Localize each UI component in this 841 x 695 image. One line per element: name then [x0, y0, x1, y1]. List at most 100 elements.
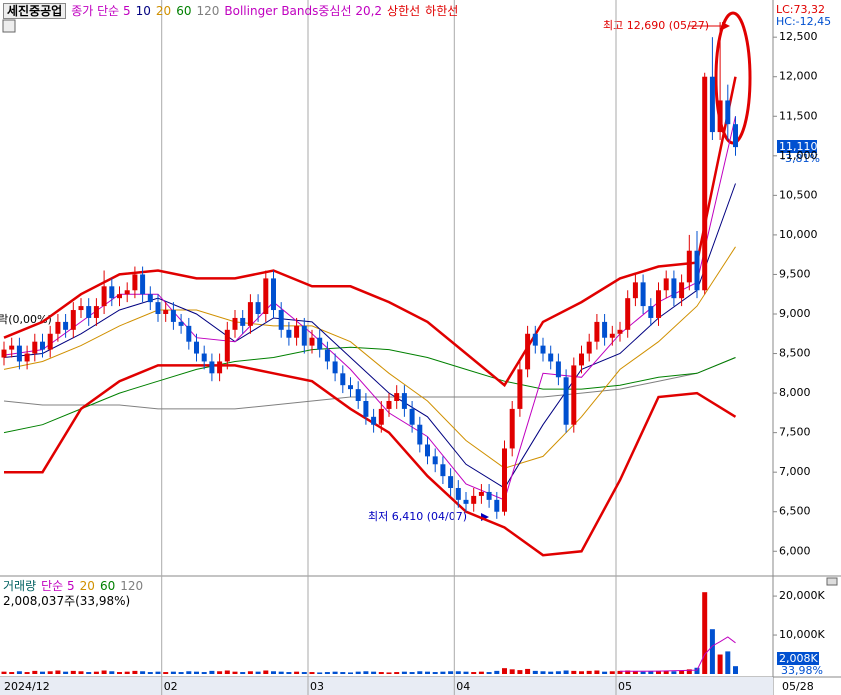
volume-bar — [586, 670, 592, 674]
candle-body — [309, 337, 315, 346]
indicator-line — [4, 364, 737, 557]
candle-body — [86, 306, 92, 318]
candle-body — [571, 365, 577, 425]
candle-body — [401, 393, 407, 409]
volume-bar — [255, 671, 261, 674]
volume-pct: 33,98% — [781, 664, 823, 677]
volume-bar — [47, 671, 53, 674]
volume-bar — [640, 671, 646, 674]
date-axis-bg — [0, 677, 773, 695]
candle-body — [117, 294, 122, 299]
candle-body — [217, 361, 223, 374]
candle-body — [702, 76, 708, 291]
volume-bar — [309, 672, 315, 674]
y-tick-label: 11,000 — [779, 149, 818, 162]
price-change: -3,81% — [781, 152, 820, 165]
candle-body — [417, 424, 423, 445]
volume-bar — [463, 671, 469, 674]
legend-item: Bollinger Bands중심선 20,2 — [224, 4, 383, 18]
y-tick-label: 6,500 — [779, 505, 811, 518]
volume-bar — [540, 671, 546, 674]
candle-body — [209, 361, 215, 374]
candle-body — [9, 345, 15, 350]
legend-item: 60 — [176, 4, 192, 18]
volume-bar — [417, 671, 423, 674]
stock-title: 세진중공업 — [3, 3, 67, 19]
y-tick-label: 11,500 — [779, 109, 818, 122]
candle-body — [471, 495, 477, 504]
candle-body — [679, 282, 685, 299]
volume-info: 2,008,037주(33,98%) — [3, 594, 131, 608]
volume-bar — [656, 670, 661, 674]
volume-bar — [109, 671, 115, 674]
candle-body — [240, 317, 246, 326]
price-legend: 세진중공업 종가 단순 5 10 20 60 120 Bollinger Bands중심선 … — [3, 2, 468, 19]
volume-bar — [686, 669, 692, 674]
volume-bar — [232, 671, 238, 674]
volume-bar — [694, 667, 700, 674]
candle-body — [301, 325, 307, 346]
legend-items: 종가 단순 5 10 20 60 120 Bollinger Bands중심선 20,2 상… — [71, 4, 463, 18]
volume-bar — [609, 671, 615, 674]
indicator-line — [3, 346, 736, 434]
candle-body — [124, 290, 130, 295]
indicator-line — [3, 76, 737, 388]
candle-body — [386, 400, 392, 409]
price-box — [777, 140, 817, 153]
y-tick-label: 7,500 — [779, 426, 811, 439]
volume-box — [777, 652, 819, 665]
volume-bar — [548, 671, 554, 674]
candle-body — [648, 306, 654, 318]
y-tick-label: 9,500 — [779, 267, 811, 280]
candle-body — [394, 393, 400, 401]
candle-body — [247, 302, 253, 326]
candle-body — [186, 325, 192, 342]
volume-bar — [555, 671, 561, 674]
candle-body — [271, 278, 276, 311]
volume-bar — [286, 672, 292, 674]
candle-body — [278, 310, 284, 330]
candle-body — [47, 333, 53, 350]
candle-body — [532, 333, 538, 346]
volume-bar — [332, 671, 338, 674]
volume-bar — [301, 672, 307, 674]
volume-bar — [348, 672, 353, 674]
candle-body — [517, 369, 523, 409]
volume-bar — [471, 672, 477, 674]
volume-bar — [733, 666, 738, 674]
candle-body — [24, 353, 30, 362]
volume-bar — [163, 672, 169, 674]
candle-body — [494, 499, 500, 512]
volume-bar — [525, 668, 531, 674]
volume-bar — [147, 672, 153, 674]
volume-bar — [494, 670, 500, 674]
candle-body — [686, 250, 692, 283]
candle-body — [555, 361, 561, 378]
legend-item: 120 — [120, 579, 144, 593]
volume-bar — [617, 670, 623, 674]
candle-body — [486, 491, 492, 500]
volume-bar — [517, 670, 523, 674]
volume-bar — [532, 670, 538, 674]
candle-body — [40, 341, 45, 350]
candle-body — [1, 349, 7, 358]
volume-bar — [671, 671, 677, 674]
settings-icon[interactable] — [2, 19, 16, 33]
x-tick-label: 05 — [618, 680, 632, 693]
candle-body — [448, 476, 454, 488]
volume-bar — [217, 671, 223, 674]
candle-body — [455, 487, 461, 500]
volume-bar — [371, 671, 377, 674]
candle-body — [478, 491, 484, 496]
candle-body — [324, 349, 330, 362]
panel-button[interactable] — [826, 577, 838, 586]
volume-bar — [170, 671, 176, 674]
indicator-line — [3, 357, 736, 410]
volume-bar — [717, 654, 723, 674]
volume-bar — [663, 670, 669, 674]
candle-body — [733, 124, 738, 148]
candle-body — [594, 321, 600, 342]
volume-bar — [40, 671, 45, 674]
candle-body — [178, 321, 184, 326]
low-annotation: 최저 6,410 (04/07) — [368, 510, 467, 523]
